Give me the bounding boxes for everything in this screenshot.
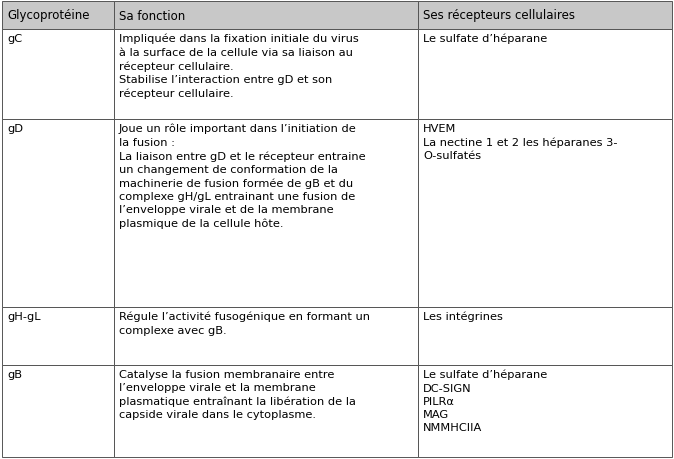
Text: gD: gD	[7, 124, 23, 134]
Text: Les intégrines: Les intégrines	[423, 311, 503, 322]
Text: gC: gC	[7, 34, 22, 44]
Bar	[418, 2, 672, 30]
Text: gB: gB	[7, 369, 22, 379]
Text: gH-gL: gH-gL	[7, 311, 40, 321]
Text: Catalyse la fusion membranaire entre
l’enveloppe virale et la membrane
plasmatiq: Catalyse la fusion membranaire entre l’e…	[119, 369, 356, 420]
Text: Ses récepteurs cellulaires: Ses récepteurs cellulaires	[423, 10, 575, 22]
Text: Régule l’activité fusogénique en formant un
complexe avec gB.: Régule l’activité fusogénique en formant…	[119, 311, 370, 335]
Bar	[2, 30, 114, 120]
Text: Le sulfate d’héparane: Le sulfate d’héparane	[423, 34, 547, 45]
Text: Sa fonction: Sa fonction	[119, 10, 185, 22]
Text: HVEM
La nectine 1 et 2 les héparanes 3-
O-sulfatés: HVEM La nectine 1 et 2 les héparanes 3- …	[423, 124, 617, 161]
Bar	[114, 120, 418, 308]
Bar	[2, 2, 114, 30]
Text: Glycoprotéine: Glycoprotéine	[7, 10, 90, 22]
Text: Impliquée dans la fixation initiale du virus
à la surface de la cellule via sa l: Impliquée dans la fixation initiale du v…	[119, 34, 359, 99]
Text: Joue un rôle important dans l’initiation de
la fusion :
La liaison entre gD et l: Joue un rôle important dans l’initiation…	[119, 124, 365, 229]
Bar	[2, 308, 114, 365]
Bar	[418, 120, 672, 308]
Bar	[418, 30, 672, 120]
Text: Le sulfate d’héparane
DC-SIGN
PILRα
MAG
NMMHCIIA: Le sulfate d’héparane DC-SIGN PILRα MAG …	[423, 369, 547, 432]
Bar	[114, 308, 418, 365]
Bar	[2, 365, 114, 457]
Bar	[114, 30, 418, 120]
Bar	[2, 120, 114, 308]
Bar	[114, 2, 418, 30]
Bar	[114, 365, 418, 457]
Bar	[418, 365, 672, 457]
Bar	[418, 308, 672, 365]
